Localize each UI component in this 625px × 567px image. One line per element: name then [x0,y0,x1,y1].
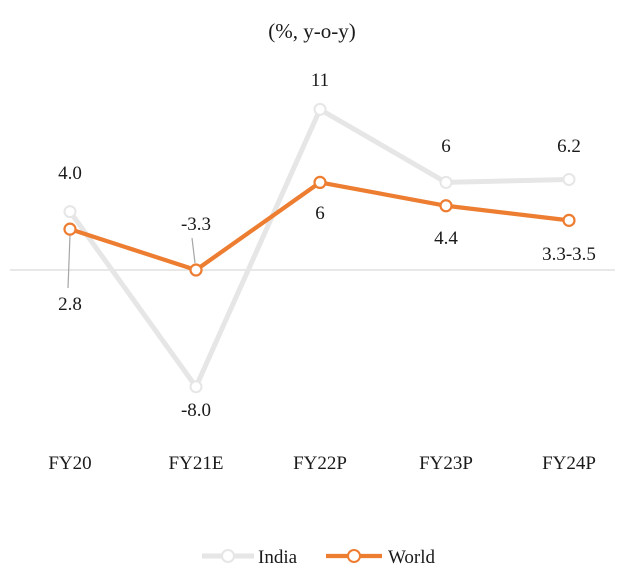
series-markers [63,102,576,394]
leader-line-world-fy21e [191,237,196,264]
marker-world-fy21e [189,263,203,277]
marker-india-fy20 [63,205,77,219]
chart-subtitle: (%, y-o-y) [268,19,355,43]
series-line-world [67,180,572,273]
data-label-india-fy20: 4.0 [58,163,82,184]
label-leader-lines [67,235,196,289]
data-label-world-fy24p: 3.3-3.5 [542,244,596,265]
series-lines [67,106,572,390]
data-label-india-fy24p: 6.2 [557,136,581,157]
marker-world-fy23p [439,199,453,213]
marker-india-fy23p [439,175,453,189]
data-labels: 4.0 -8.0 11 6 6.2 2.8 -3.3 6 4.4 3.3-3.5 [58,70,596,421]
data-label-world-fy23p: 4.4 [434,228,458,249]
marker-india-fy22p [313,102,327,116]
data-label-world-fy21e: -3.3 [181,214,211,235]
marker-india-fy24p [562,172,576,186]
category-label-fy22p: FY22P [293,453,347,474]
data-label-world-fy22p: 6 [315,203,325,224]
data-label-india-fy22p: 11 [311,70,329,91]
data-label-india-fy21e: -8.0 [181,400,211,421]
legend-marker-world [347,549,361,563]
leader-line-world-fy20 [67,235,71,289]
marker-india-fy21e [189,380,203,394]
marker-world-fy20 [63,222,77,236]
marker-world-fy22p [313,175,327,189]
series-line-india [67,106,572,390]
legend: India World [202,547,436,567]
category-axis-labels: FY20 FY21E FY22P FY23P FY24P [48,453,596,474]
legend-label-world: World [388,547,436,567]
marker-world-fy24p [562,213,576,227]
legend-label-india: India [258,547,298,567]
category-label-fy21e: FY21E [169,453,224,474]
data-label-world-fy20: 2.8 [58,294,82,315]
legend-marker-india [221,549,235,563]
data-label-india-fy23p: 6 [441,136,451,157]
category-label-fy20: FY20 [48,453,91,474]
category-label-fy23p: FY23P [419,453,473,474]
category-label-fy24p: FY24P [542,453,596,474]
